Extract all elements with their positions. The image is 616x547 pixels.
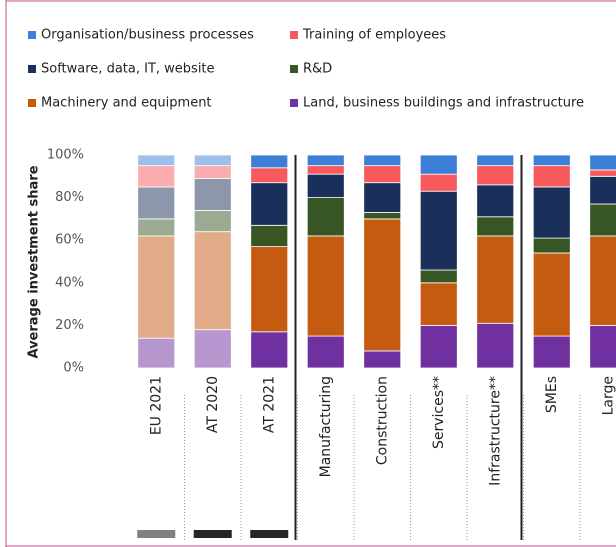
x-tick-label: SMEs xyxy=(544,376,560,413)
legend-label: R&D xyxy=(303,62,332,77)
bar-segment xyxy=(363,350,402,369)
x-tick-label: AT 2020 xyxy=(205,376,221,433)
bar-segment xyxy=(250,224,289,247)
bar-segment xyxy=(589,169,616,177)
y-tick-label: 0% xyxy=(63,361,84,376)
group-marker xyxy=(250,530,289,538)
bar-segment xyxy=(419,154,458,175)
bar-segment xyxy=(137,235,176,339)
bar-segment xyxy=(419,324,458,369)
y-tick-label: 80% xyxy=(55,190,84,205)
x-tick-label: EU 2021 xyxy=(148,376,164,435)
legend-label: Software, data, IT, website xyxy=(41,62,215,77)
bar-segment xyxy=(589,203,616,237)
bar-segment xyxy=(476,322,515,369)
bar-segment xyxy=(306,165,345,175)
legend-label: Training of employees xyxy=(302,28,446,43)
bar-segment xyxy=(419,173,458,192)
bar-segment xyxy=(306,197,345,237)
bar-segment xyxy=(306,235,345,337)
bar-segment xyxy=(476,235,515,324)
bar-segment xyxy=(250,182,289,226)
legend-label: Organisation/business processes xyxy=(41,28,254,43)
bar-segment xyxy=(589,324,616,369)
bar-segment xyxy=(137,154,176,167)
bar-segment xyxy=(193,231,232,331)
bar-segment xyxy=(250,167,289,184)
bar-segment xyxy=(193,209,232,233)
bar-segment xyxy=(363,218,402,352)
bar-segment xyxy=(589,235,616,326)
y-tick-label: 20% xyxy=(55,318,84,333)
bar-segment xyxy=(137,218,176,237)
bar-segment xyxy=(306,154,345,167)
bar-segment xyxy=(193,165,232,179)
bar-segment xyxy=(589,175,616,205)
bar-segment xyxy=(250,331,289,369)
legend-swatch xyxy=(290,31,298,39)
bar-segment xyxy=(476,165,515,186)
bar-segment xyxy=(363,154,402,167)
bar-segment xyxy=(137,337,176,369)
x-tick-label: Services** xyxy=(431,376,447,449)
bar-segment xyxy=(419,190,458,271)
bar-segment xyxy=(476,154,515,167)
bar-segment xyxy=(363,165,402,184)
legend-swatch xyxy=(290,99,298,107)
x-tick-label: Construction xyxy=(374,376,390,465)
y-tick-label: 60% xyxy=(55,233,84,248)
bar-segment xyxy=(363,212,402,220)
y-axis-title: Average investment share xyxy=(27,165,42,358)
group-marker xyxy=(193,530,232,538)
bar-segment xyxy=(532,154,571,167)
legend-swatch xyxy=(28,65,36,73)
bar-segment xyxy=(532,335,571,369)
x-tick-label: AT 2021 xyxy=(261,376,277,433)
legend-swatch xyxy=(290,65,298,73)
bar-segment xyxy=(476,184,515,218)
legend-label: Land, business buildings and infrastruct… xyxy=(303,96,584,111)
legend-swatch xyxy=(28,31,36,39)
y-tick-label: 100% xyxy=(47,148,84,163)
bar-segment xyxy=(532,165,571,188)
bar-segment xyxy=(193,329,232,369)
bar-segment xyxy=(532,252,571,337)
bar-segment xyxy=(193,178,232,211)
bar-segment xyxy=(250,246,289,333)
group-marker xyxy=(137,530,176,538)
y-tick-label: 40% xyxy=(55,275,84,290)
bar-segment xyxy=(137,186,176,220)
bar-segment xyxy=(532,237,571,254)
bar-segment xyxy=(419,282,458,326)
legend-label: Machinery and equipment xyxy=(41,96,212,111)
bar-segment xyxy=(363,182,402,213)
bar-segment xyxy=(250,154,289,169)
bar-segment xyxy=(137,165,176,188)
bar-segment xyxy=(532,186,571,239)
bar-segment xyxy=(419,269,458,284)
legend-swatch xyxy=(28,99,36,107)
bar-segment xyxy=(306,173,345,198)
x-tick-label: Manufacturing xyxy=(318,376,334,477)
bar-segment xyxy=(193,154,232,167)
bar-segment xyxy=(306,335,345,369)
bar-segment xyxy=(589,154,616,171)
x-tick-label: Infrastructure** xyxy=(487,376,503,486)
x-tick-label: Large xyxy=(600,376,616,415)
bar-segment xyxy=(476,216,515,237)
